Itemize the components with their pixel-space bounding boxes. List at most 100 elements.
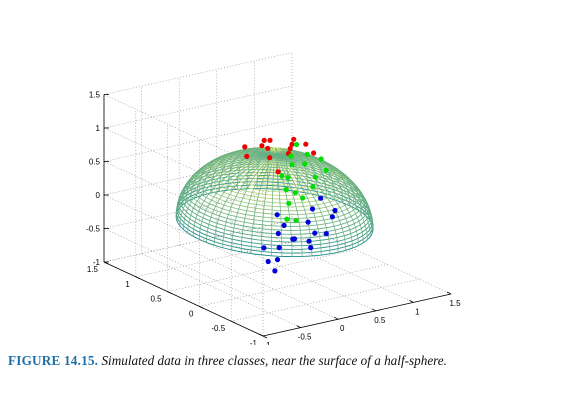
hemisphere-meridian-line [199,155,275,240]
data-point-series-2 [261,137,267,143]
figure-caption: FIGURE 14.15. Simulated data in three cl… [8,352,556,370]
hemisphere-meridian-line [183,155,275,230]
data-point-series-2 [289,141,295,147]
hemisphere-meridian-line [206,155,275,243]
x-tick-label: 0 [340,324,345,333]
data-point-series-2 [303,141,309,147]
y-tick-label: -0.5 [211,324,225,333]
y-tick-label: 1 [125,280,130,289]
data-point-series-2 [275,169,281,175]
data-point-series-3 [289,162,295,168]
hemisphere-meridian-line [274,148,299,192]
data-point-series-3 [283,187,289,193]
y-tick-mark [103,261,109,265]
hemisphere-meridian-line [213,155,275,246]
x-tick-label: -0.5 [298,333,312,342]
hemisphere-meridian-line [274,147,289,191]
data-point-series-1 [306,238,312,244]
back-wall-grid-line [103,119,293,162]
hemisphere-meridian-line [274,155,359,246]
data-point-series-1 [281,222,287,228]
floor-grid-line [103,219,293,263]
data-point-series-3 [323,167,329,173]
data-point-series-2 [291,136,297,142]
side-wall-grid-line [103,194,264,270]
hemisphere-meridian-line [222,155,275,248]
hemisphere-meridian-line [274,155,364,243]
data-point-series-2 [244,153,250,159]
floor-grid-line [199,264,388,307]
back-wall-grid-line [103,52,293,95]
x-tick-label: -1 [263,341,271,345]
chart-svg: -1 -1 -1 -0.5 -0.5 -0.5 0 0 0 0.5 0.5 0.5 1 1 1 1.5 1.5 1… [86,52,461,350]
data-point-series-1 [312,230,318,236]
hemisphere-meridian-line [274,155,368,240]
data-point-series-3 [286,200,292,206]
hemisphere-meridian-line [260,155,275,255]
x-axis-line [262,293,452,337]
data-point-series-3 [294,141,300,148]
z-tick-label: 1 [96,124,101,133]
y-tick-mark [167,291,172,294]
data-point-series-1 [309,206,316,212]
y-tick-mark [135,276,140,280]
x-tick-label: 1 [415,307,420,316]
hemisphere-meridian-line [274,155,374,230]
hemisphere-meridian-line [179,155,275,226]
x-tick-mark [409,300,414,303]
data-point-series-1 [308,245,314,251]
data-point-series-2 [259,143,265,149]
y-tick-label: 1.5 [87,265,99,274]
figure-caption-label: FIGURE 14.15. [8,353,99,368]
data-point-series-3 [293,217,299,224]
data-point-series-1 [275,230,281,237]
data-point-series-1 [276,245,282,251]
data-point-series-1 [305,219,311,225]
hemisphere-meridian-line [176,154,275,212]
hemisphere-meridian-line [231,155,275,250]
hemisphere-meridian-line [274,153,357,210]
figure-caption-text: Simulated data in three classes, near th… [101,353,447,368]
hemisphere-scatter-figure: -1 -1 -1 -0.5 -0.5 -0.5 0 0 0 0.5 0.5 0.5 1 1 1 1.5 1.5 1… [86,52,461,350]
z-tick-label: -0.5 [86,225,100,234]
x-tick-label: 0.5 [374,316,386,325]
floor-grid-line [231,278,420,322]
x-tick-mark [334,316,339,320]
data-point-series-1 [272,268,278,274]
data-point-series-3 [285,175,291,181]
x-tick-mark [258,333,264,337]
back-wall-grid-line [103,186,293,229]
hemisphere-meridian-line [271,155,275,256]
x-tick-mark [371,308,376,312]
y-tick-label: 0.5 [150,295,162,304]
hemisphere-meridian-line [274,155,353,249]
y-tick-mark [199,306,204,309]
floor-grid-line [291,219,452,295]
hemisphere-meridian-line [274,155,303,257]
hemisphere-meridian-line [177,155,275,223]
data-point-series-2 [242,144,248,150]
data-point-series-2 [267,137,273,143]
data-point-series-3 [310,184,316,190]
data-point-series-2 [265,145,271,151]
side-wall-grid-line [103,94,264,169]
data-point-series-3 [292,190,298,196]
data-point-series-3 [288,153,294,159]
data-point-series-1 [261,245,267,251]
hemisphere-meridian-line [192,155,275,237]
hemisphere-meridian-line [274,155,322,256]
data-point-series-3 [284,216,290,222]
data-point-series-2 [287,146,293,152]
data-point-series-1 [329,214,335,220]
data-point-series-2 [267,155,273,161]
hemisphere-meridian-line [274,155,371,237]
x-tick-mark [446,291,452,295]
y-tick-mark [231,320,236,324]
floor-grid-line [141,253,301,328]
data-point-series-3 [279,173,285,179]
data-point-series-3 [312,174,318,180]
floor-grid-line [179,244,339,320]
data-point-series-3 [318,156,324,162]
hemisphere-meridian-line [187,155,275,233]
floor-grid-line [254,228,414,303]
